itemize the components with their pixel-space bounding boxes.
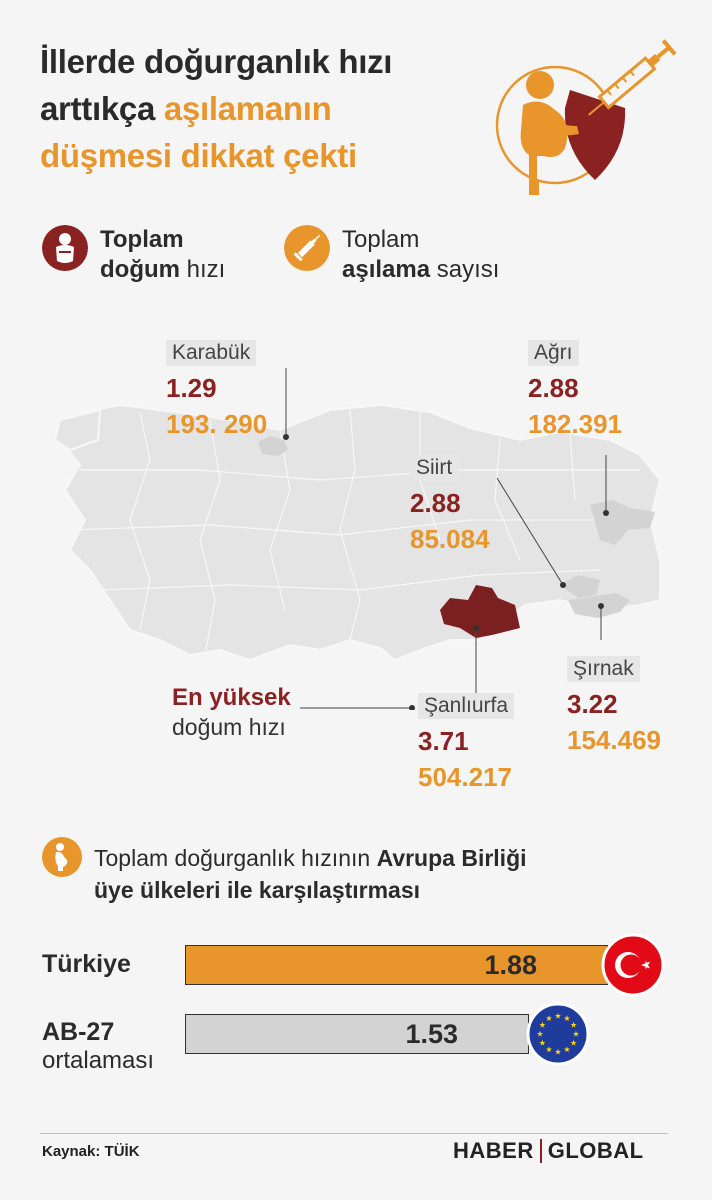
bar-label-eu: AB-27 ortalaması [42, 1018, 154, 1075]
eu-star-icon [563, 1015, 571, 1021]
legend-birth-rest: hızı [179, 256, 226, 283]
turkey-map [53, 368, 662, 710]
bar-eu: 1.53 [185, 1014, 529, 1054]
birth-rate: 2.88 [528, 373, 579, 403]
legend-vaccine-line1: Toplam [342, 226, 420, 253]
vaccinations: 193. 290 [166, 409, 268, 439]
haber-global-logo: HABER GLOBAL [453, 1138, 644, 1164]
province-name: Siirt [410, 455, 459, 481]
vaccinations: 154.469 [567, 725, 661, 755]
comparison-text-bold2: üye ülkeleri ile karşılaştırması [94, 877, 421, 903]
title-line-1: İllerde doğurganlık hızı [40, 43, 393, 80]
pregnant-icon [42, 837, 82, 877]
title-line-3: düşmesi dikkat çekti [40, 137, 357, 174]
birth-rate: 2.88 [410, 488, 461, 518]
comparison-heading: Toplam doğurganlık hızının Avrupa Birliğ… [94, 842, 684, 906]
bar-turkiye: 1.88 [185, 945, 608, 985]
birth-rate: 3.22 [567, 689, 618, 719]
province-sirnak: Şırnak 3.22 154.469 [567, 656, 661, 758]
legend-birth-text: Toplam doğum hızı [100, 225, 225, 285]
bar-value-eu: 1.53 [405, 1018, 458, 1049]
eu-star-icon [570, 1021, 577, 1028]
province-name: Şırnak [567, 656, 640, 682]
province-karabuk: Karabük 1.29 193. 290 [166, 340, 267, 442]
birth-rate: 1.29 [166, 373, 217, 403]
eu-star-icon [554, 1048, 562, 1055]
bar-label-eu-sub: ortalaması [42, 1047, 155, 1074]
bar-value-turkiye: 1.88 [484, 949, 537, 980]
eu-star-icon [539, 1021, 546, 1028]
vaccinations: 182.391 [528, 409, 622, 439]
province-borders [69, 409, 655, 656]
syringe-icon [284, 225, 330, 271]
legend-vaccine-bold: aşılama [342, 256, 431, 283]
eu-flag-icon [526, 1002, 590, 1066]
comparison-text-plain: Toplam doğurganlık hızının [94, 845, 377, 871]
footer-divider [40, 1133, 668, 1134]
title-line-2: arttıkça aşılamanın [40, 85, 392, 132]
source-text: Kaynak: TÜİK [42, 1143, 140, 1160]
province-name: Karabük [166, 340, 257, 366]
legend-vaccine-text: Toplam aşılama sayısı [342, 225, 499, 285]
legend-birth-line1: Toplam [100, 226, 184, 253]
sanliurfa-region [440, 585, 520, 638]
eu-star-icon [572, 1030, 580, 1037]
province-agri: Ağrı 2.88 182.391 [528, 340, 622, 442]
comparison-text-bold1: Avrupa Birliği [376, 845, 527, 871]
leader-lines [285, 368, 607, 709]
title-line-2-dark: arttıkça [40, 90, 164, 127]
eu-star-icon [570, 1039, 577, 1046]
pregnant-vaccine-illustration [495, 39, 677, 195]
legend-vaccine-rest: sayısı [430, 256, 500, 283]
leader-dots [283, 434, 609, 710]
eu-star-icon [539, 1039, 546, 1046]
eu-star-icon [563, 1046, 571, 1053]
legend-birth: Toplam doğum hızı [42, 225, 225, 285]
legend-birth-bold: doğum [100, 256, 180, 283]
bar-label-eu-main: AB-27 [42, 1018, 115, 1046]
siirt-region [560, 575, 600, 598]
province-sanliurfa: Şanlıurfa 3.71 504.217 [418, 693, 515, 795]
logo-right: GLOBAL [547, 1138, 644, 1163]
province-name: Ağrı [528, 340, 579, 366]
title-line-2-accent: aşılamanın [163, 90, 332, 127]
vaccinations: 504.217 [418, 762, 512, 792]
eu-star-icon [545, 1046, 553, 1053]
highest-note-line2: doğum hızı [172, 714, 286, 740]
baby-icon [42, 225, 88, 271]
karabuk-region [258, 436, 288, 456]
province-siirt: Siirt 2.88 85.084 [410, 455, 490, 557]
birth-rate: 3.71 [418, 726, 469, 756]
turkey-flag-icon [601, 933, 665, 997]
vaccinations: 85.084 [410, 524, 490, 554]
eu-star-icon [545, 1015, 553, 1021]
highest-note-line1: En yüksek [172, 684, 291, 711]
logo-separator [539, 1139, 542, 1163]
eu-star-icon [536, 1030, 544, 1037]
eu-star-icon [554, 1012, 562, 1019]
bar-label-turkiye: Türkiye [42, 950, 131, 978]
logo-left: HABER [453, 1138, 534, 1163]
page-title: İllerde doğurganlık hızı arttıkça aşılam… [40, 38, 392, 179]
thrace [53, 408, 102, 452]
highest-birth-note: En yüksek doğum hızı [172, 684, 291, 741]
province-name: Şanlıurfa [418, 693, 515, 719]
legend-vaccine: Toplam aşılama sayısı [284, 225, 499, 285]
